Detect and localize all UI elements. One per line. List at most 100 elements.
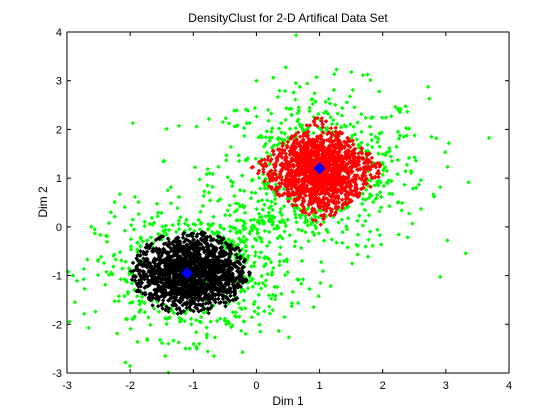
x-axis-label: Dim 1 [272,394,304,408]
data-point [213,299,218,305]
data-point [261,167,266,172]
data-point [128,222,134,228]
data-point [148,235,154,240]
data-point [344,224,349,229]
data-point [388,154,393,159]
data-point [262,228,268,234]
data-point [173,247,178,252]
data-point [208,319,213,324]
data-point [196,292,201,297]
data-point [191,261,196,266]
data-point [378,162,383,168]
data-point [332,133,338,138]
data-point [227,298,232,304]
data-point [222,284,228,289]
data-point [294,141,300,146]
data-point [155,214,160,219]
data-point [206,271,212,276]
data-point [264,150,270,155]
data-point [175,311,180,316]
data-point [241,125,247,131]
data-point [251,263,257,269]
data-point [404,133,409,138]
data-point [294,167,299,173]
data-point [351,152,356,158]
data-point [257,221,262,226]
data-point [368,77,373,83]
data-point [325,168,331,173]
data-point [323,174,328,180]
data-point [319,116,325,121]
data-point [252,299,257,304]
data-point [334,130,340,135]
data-point [387,191,392,196]
data-point [213,266,219,272]
data-point [320,197,325,203]
data-point [151,259,156,265]
data-point [187,233,192,238]
data-point [365,72,370,77]
data-point [246,270,252,275]
data-point [241,234,246,240]
data-point [228,244,233,249]
data-point [260,280,266,286]
data-point [344,100,350,105]
data-point [137,309,142,315]
data-point [339,197,345,202]
data-point [262,186,267,191]
data-point [138,244,143,249]
data-point [354,137,359,142]
data-point [324,185,329,191]
data-point [175,290,181,296]
data-point [268,173,274,179]
data-point [228,286,233,291]
data-point [156,309,162,315]
data-point [360,191,365,196]
data-point [108,210,114,215]
data-point [198,242,204,247]
data-point [316,293,321,299]
data-point [137,262,143,267]
data-point [152,277,157,282]
data-point [486,135,492,141]
data-point [208,223,213,228]
data-point [160,288,165,293]
data-point [256,292,261,297]
data-point [324,227,329,232]
data-point [325,148,331,153]
data-point [331,117,336,123]
data-point [208,300,213,305]
data-point [335,152,340,158]
data-point [295,130,301,135]
data-point [201,193,206,199]
data-point [233,201,239,206]
data-point [320,268,326,274]
data-point [300,277,306,282]
data-point [329,167,335,172]
data-point [129,281,135,286]
data-point [369,193,374,199]
data-point [328,153,333,158]
data-point [291,134,296,139]
data-point [283,223,289,229]
data-point [204,241,210,246]
data-point [230,309,236,315]
data-point [321,219,326,225]
data-point [338,131,343,136]
data-point [266,118,271,124]
data-point [303,140,308,146]
data-point [316,181,321,187]
data-point [387,204,392,209]
data-point [374,192,380,198]
data-point [267,311,273,316]
data-point [365,152,370,157]
data-point [187,257,193,263]
data-point [338,144,344,149]
data-point [355,218,360,223]
data-point [395,106,401,112]
data-point [180,303,185,308]
data-point [138,248,143,254]
data-point [320,188,326,193]
data-point [236,158,242,164]
data-point [235,285,240,290]
